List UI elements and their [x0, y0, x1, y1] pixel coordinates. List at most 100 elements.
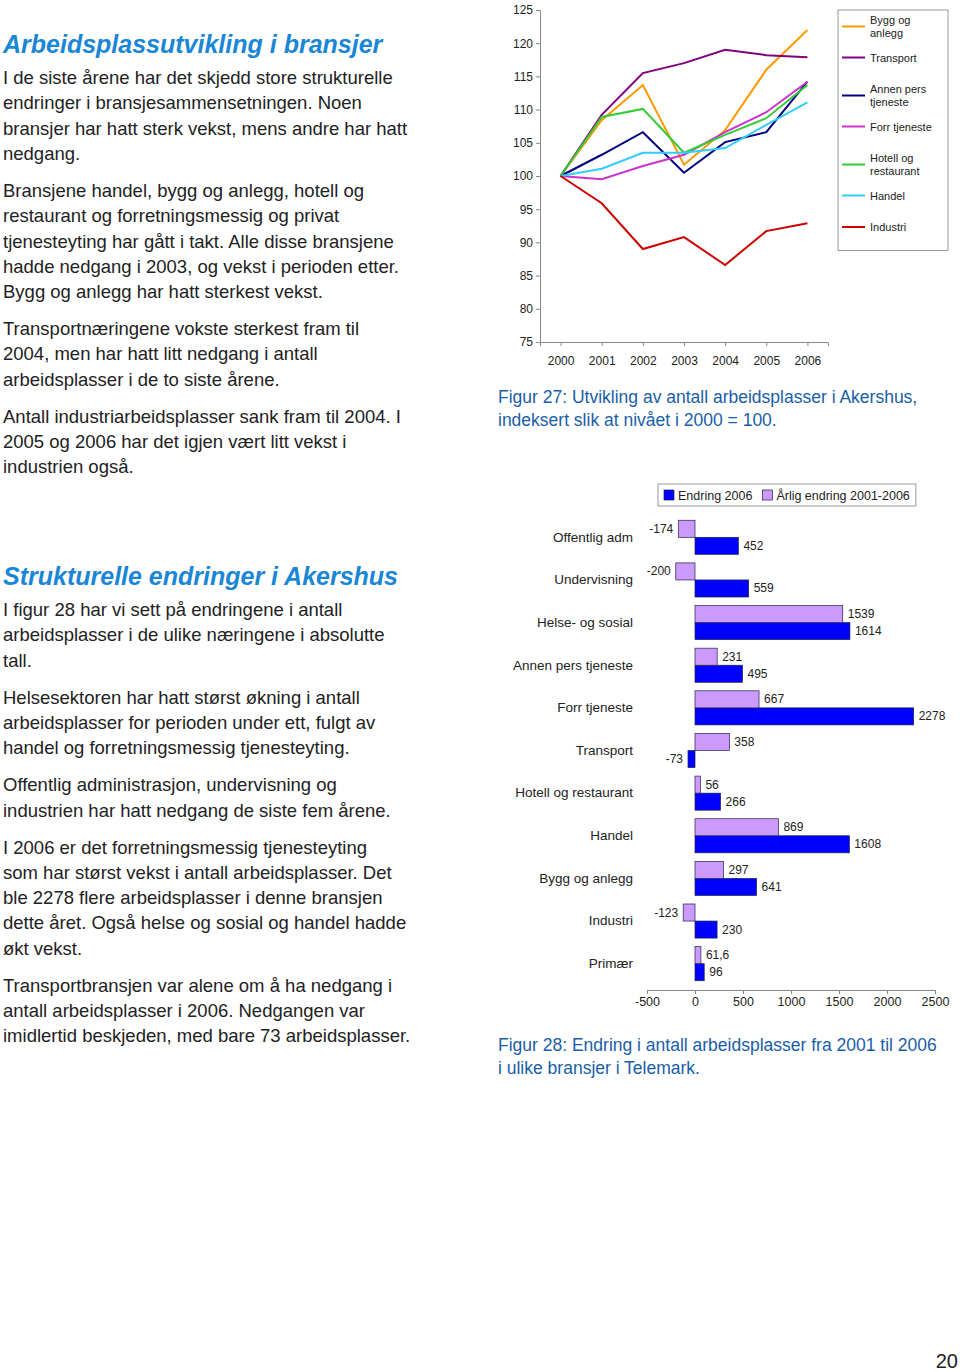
- caption: Figur 28: Endring i antall arbeidsplasse…: [498, 1035, 937, 1078]
- tick-mark: [536, 242, 540, 243]
- legend-label: Bygg oganlegg: [870, 14, 910, 39]
- data-label: 869: [783, 820, 803, 834]
- series-line: [561, 102, 808, 176]
- data-label: 641: [762, 880, 782, 894]
- y-axis-tick: 115: [514, 70, 540, 84]
- series-line: [561, 50, 808, 176]
- tick-mark: [536, 43, 540, 44]
- y-axis-tick: 75: [520, 335, 540, 349]
- category-axis-tick: Industri: [589, 913, 640, 928]
- tick-label: Undervisning: [554, 572, 633, 587]
- data-label: 2278: [919, 709, 946, 723]
- legend: Endring 2006Årlig endring 2001-2006: [658, 484, 916, 506]
- tick-label: -500: [635, 995, 660, 1009]
- series-line: [561, 85, 808, 176]
- paragraph-line: Antall industriarbeidsplasser sank fram …: [3, 406, 401, 427]
- x-axis-tick: 500: [733, 990, 754, 1009]
- tick-mark: [766, 342, 767, 346]
- paragraph-line: Transportnæringene vokste sterkest fram …: [3, 318, 359, 339]
- page: Arbeidsplassutvikling i bransjerI de sis…: [0, 0, 960, 1372]
- plot-area: [561, 30, 808, 265]
- tick-label: 500: [733, 995, 754, 1009]
- tick-label: Primær: [589, 956, 634, 971]
- bar: [695, 537, 738, 554]
- category-axis-tick: Annen pers tjeneste: [513, 658, 640, 673]
- series-line: [561, 82, 808, 176]
- x-axis-tick: 2005: [753, 342, 780, 368]
- y-axis: 7580859095100105110115120125: [513, 3, 541, 349]
- bar: [695, 606, 843, 623]
- tick-label: 115: [514, 70, 533, 84]
- paragraph-line: Bransjene handel, bygg og anlegg, hotell…: [3, 180, 364, 201]
- tick-mark: [536, 10, 540, 11]
- tick-mark: [807, 342, 808, 346]
- paragraph-line: Transportbransjen var alene om å ha nedg…: [3, 975, 392, 996]
- data-label: 96: [709, 965, 723, 979]
- paragraph-line: ble 2278 flere arbeidsplasser i denne br…: [3, 887, 383, 908]
- legend-label: Hotell ogrestaurant: [870, 152, 920, 177]
- bar: [695, 623, 850, 640]
- category-axis-tick: Transport: [576, 743, 640, 758]
- x-axis-tick: -500: [635, 990, 660, 1009]
- data-label: 61,6: [706, 948, 730, 962]
- tick-label: Helse- og sosial: [537, 615, 633, 630]
- bar: [695, 733, 729, 750]
- category-axis-tick: Primær: [589, 956, 640, 971]
- x-axis-line: [541, 343, 829, 347]
- data-label: 667: [764, 692, 784, 706]
- legend-swatch: [842, 57, 865, 59]
- data-label: 495: [748, 667, 768, 681]
- bar: [695, 964, 704, 981]
- y-axis-tick: 95: [520, 203, 540, 217]
- legend: Bygg oganleggTransportAnnen perstjeneste…: [838, 10, 948, 251]
- tick-label: 2000: [548, 354, 575, 368]
- x-axis: 2000200120022003200420052006: [541, 342, 829, 368]
- paragraph-line: I 2006 er det forretningsmessig tjeneste…: [3, 837, 367, 858]
- tick-label: Transport: [576, 743, 634, 758]
- data-label: 230: [722, 923, 742, 937]
- data-label: 559: [754, 581, 774, 595]
- data-label: 358: [734, 735, 754, 749]
- tick-mark: [536, 309, 540, 310]
- category-axis: Offentlig admUndervisningHelse- og sosia…: [513, 530, 640, 971]
- tick-label: 75: [520, 335, 534, 349]
- y-axis-tick: 125: [513, 3, 540, 17]
- data-label: 266: [726, 795, 746, 809]
- bar: [695, 580, 749, 597]
- bar: [695, 861, 724, 878]
- legend-label: Endring 2006: [678, 489, 752, 503]
- paragraph-line: imidlertid beskjeden, med bare 73 arbeid…: [3, 1025, 410, 1046]
- tick-mark: [536, 209, 540, 210]
- tick-mark: [725, 342, 726, 346]
- tick-mark: [536, 76, 540, 77]
- tick-mark: [743, 990, 744, 994]
- data-label: -200: [647, 564, 671, 578]
- paragraph-line: industrien også.: [3, 456, 134, 477]
- paragraph-line: Bygg og anlegg har hatt sterkest vekst.: [3, 281, 323, 302]
- category-axis-tick: Hotell og restaurant: [515, 785, 640, 800]
- paragraph-line: dette året. Også helse og sosial og hand…: [3, 912, 406, 933]
- tick-mark: [536, 143, 540, 144]
- category-axis-tick: Forr tjeneste: [557, 700, 640, 715]
- y-axis-tick: 90: [520, 236, 540, 250]
- paragraph-line: arbeidsplasser i de to siste årene.: [3, 369, 280, 390]
- bar: [695, 648, 717, 665]
- legend-swatch: [842, 126, 865, 128]
- legend-label: Industri: [870, 221, 906, 233]
- tick-label: 1500: [826, 995, 854, 1009]
- x-axis-tick: 1000: [778, 990, 806, 1009]
- series-line: [561, 82, 808, 180]
- paragraph-line: bransjer har hatt sterk vekst, mens andr…: [3, 118, 407, 139]
- bar: [695, 776, 700, 793]
- x-axis-tick: 2006: [795, 342, 822, 368]
- tick-label: Hotell og restaurant: [515, 785, 633, 800]
- legend-swatch: [842, 195, 865, 197]
- data-label: 297: [729, 863, 749, 877]
- x-axis-tick: 2004: [712, 342, 739, 368]
- page-canvas: Arbeidsplassutvikling i bransjerI de sis…: [0, 0, 960, 1372]
- tick-mark: [791, 990, 792, 994]
- tick-label: Forr tjeneste: [557, 700, 633, 715]
- x-axis-tick: 1500: [826, 990, 854, 1009]
- tick-mark: [887, 990, 888, 994]
- data-labels: 45255916144952278-73266160864123096-174-…: [647, 522, 946, 979]
